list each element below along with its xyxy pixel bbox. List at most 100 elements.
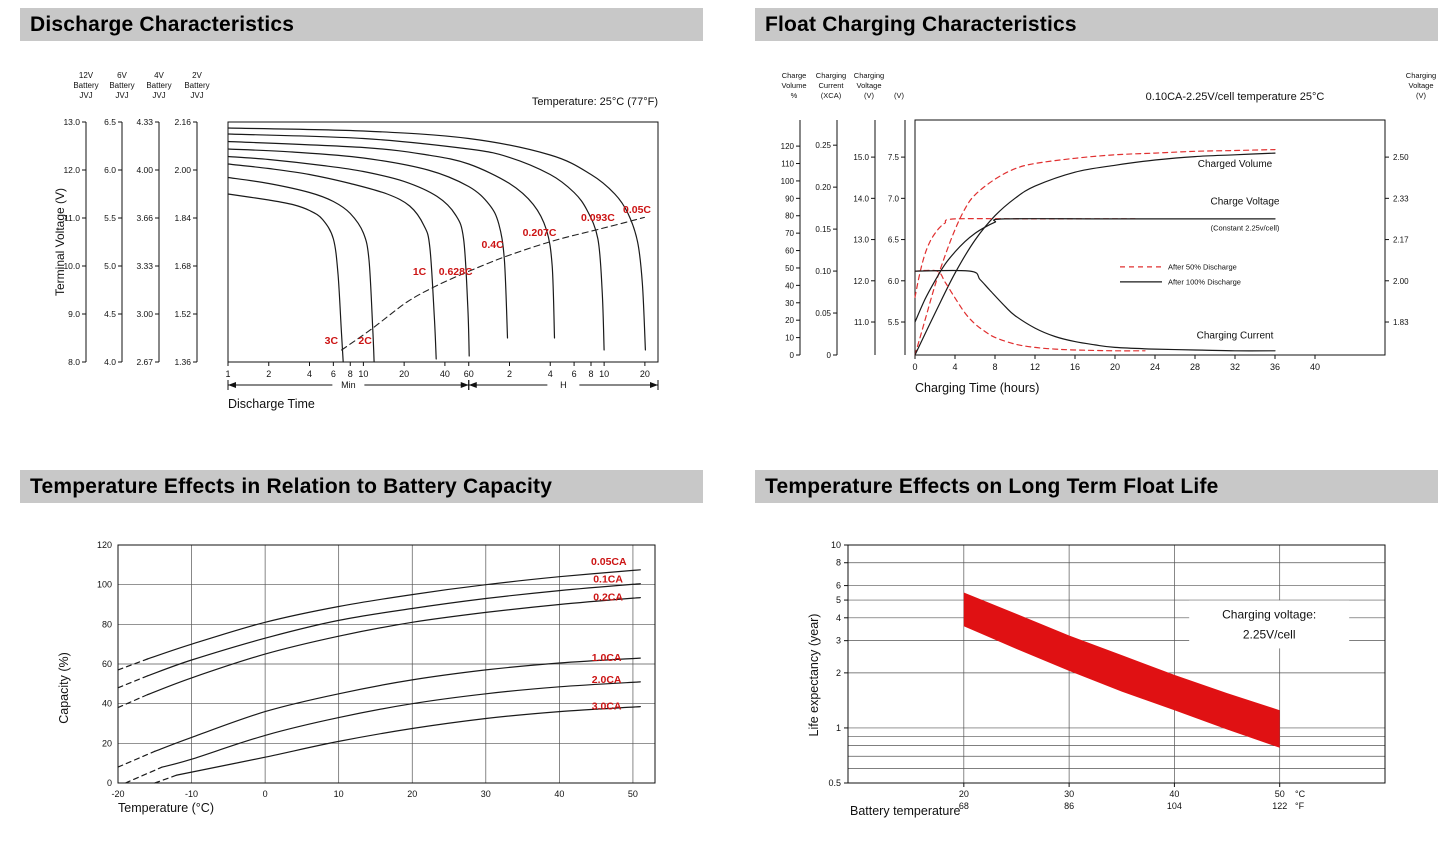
curve-label-0.2CA: 0.2CA	[593, 592, 623, 604]
axis-header: Charge	[782, 71, 807, 80]
axis-tick-label: 0.15	[815, 225, 831, 234]
axis-header: JVJ	[152, 91, 165, 100]
axis-header: Current	[818, 81, 844, 90]
x-tick-label-fahrenheit: 122	[1272, 801, 1287, 811]
unit-label-fahrenheit: °F	[1295, 801, 1305, 811]
y-tick-label: 1	[836, 723, 841, 733]
x-tick-label-fahrenheit: 68	[959, 801, 969, 811]
curve-label-3.0CA: 3.0CA	[592, 701, 622, 713]
axis-header: %	[791, 91, 798, 100]
axis-header: Charging	[816, 71, 846, 80]
series-3C	[227, 193, 344, 363]
axis-header: JVJ	[115, 91, 128, 100]
x-tick-label-fahrenheit: 86	[1064, 801, 1074, 811]
series-charged-volume-after-50	[914, 149, 1276, 356]
axis-tick-label: 1.83	[1393, 318, 1409, 327]
axis-tick-label: 60	[785, 247, 794, 256]
axis-tick-label: 20	[785, 316, 794, 325]
x-tick-label: 20	[1110, 362, 1120, 372]
x-tick-label: 20	[399, 369, 409, 379]
plot-label: Charged Volume	[1198, 159, 1273, 170]
series-2.0CA	[161, 681, 641, 768]
y-axis-title: Capacity (%)	[57, 652, 71, 724]
y-tick-label: 0	[107, 778, 112, 788]
series-0.2CA-dashed	[117, 694, 148, 709]
y-tick-label: 100	[97, 580, 112, 590]
axis-tick-label: 4.33	[136, 117, 153, 127]
axis-header: (XCA)	[821, 91, 842, 100]
axis-tick-label: 2.67	[136, 357, 153, 367]
x-tick-label: -10	[185, 789, 198, 799]
axis-tick-label: 10.0	[63, 261, 80, 271]
curve-label-2.0CA: 2.0CA	[592, 674, 622, 686]
x-tick-label: 30	[481, 789, 491, 799]
plot-border	[847, 544, 1386, 784]
x-tick-label: 36	[1270, 362, 1280, 372]
x-tick-label: 12	[1030, 362, 1040, 372]
series-2.0CA-dashed	[124, 766, 163, 784]
axis-tick-label: 6.5	[104, 117, 116, 127]
x-tick-label: 1	[225, 369, 230, 379]
axis-tick-label: 90	[785, 194, 794, 203]
axis-header: Voltage	[1408, 81, 1433, 90]
axis-header: (V)	[1416, 91, 1427, 100]
plot-label: Charge Voltage	[1211, 197, 1280, 208]
life-expectancy-band	[963, 592, 1280, 748]
axis-header: Battery	[184, 81, 209, 90]
curve-label-3C: 3C	[325, 335, 339, 347]
arrowhead-icon	[468, 382, 477, 388]
axis-tick-label: 6.5	[888, 236, 900, 245]
arrowhead-icon	[460, 382, 469, 388]
axis-tick-label: 12.0	[63, 165, 80, 175]
axis-tick-label: 9.0	[68, 309, 80, 319]
axis-header: JVJ	[190, 91, 203, 100]
series-0.1CA-dashed	[117, 675, 148, 689]
axis-tick-label: 0.20	[815, 183, 831, 192]
temperature-capacity-chart: -20 -10 0 10 20 30 40 50 0 20 40 60 80 100 120 Capacity…	[57, 540, 656, 815]
x-tick-label: 8	[992, 362, 997, 372]
span-label: Min	[341, 380, 356, 390]
x-tick-label: 20	[407, 789, 417, 799]
plot-border	[914, 119, 1386, 356]
x-tick-label: 24	[1150, 362, 1160, 372]
axis-header: (V)	[894, 91, 905, 100]
axis-tick-label: 30	[785, 299, 794, 308]
axis-tick-label: 4.5	[104, 309, 116, 319]
axis-tick-label: 14.0	[853, 194, 869, 203]
span-label: H	[560, 380, 567, 390]
x-tick-label: 10	[599, 369, 609, 379]
axis-tick-label: 40	[785, 281, 794, 290]
axis-tick-label: 1.68	[174, 261, 191, 271]
axis-tick-label: 10	[785, 334, 794, 343]
y-tick-label: 60	[102, 659, 112, 669]
x-tick-label: 10	[334, 789, 344, 799]
y-tick-label: 80	[102, 619, 112, 629]
x-tick-label: 10	[358, 369, 368, 379]
axis-tick-label: 50	[785, 264, 794, 273]
float-life-chart: Charging voltage:2.25V/cell1086543210.52…	[807, 540, 1386, 818]
x-tick-label: 60	[464, 369, 474, 379]
axis-header: 4V	[154, 71, 164, 80]
axis-tick-label: 13.0	[63, 117, 80, 127]
x-tick-label: 40	[440, 369, 450, 379]
annotation-line-2: 2.25V/cell	[1243, 627, 1296, 641]
span-label-bg	[332, 378, 365, 391]
x-tick-label: 6	[331, 369, 336, 379]
axis-header: 2V	[192, 71, 202, 80]
axis-tick-label: 1.52	[174, 309, 191, 319]
series-0.05CA-dashed	[117, 658, 148, 671]
axis-tick-label: 15.0	[853, 153, 869, 162]
unit-label-celsius: °C	[1295, 789, 1306, 799]
x-tick-label: -20	[111, 789, 124, 799]
series-charging-current-after-50	[914, 269, 1146, 352]
y-tick-label: 40	[102, 699, 112, 709]
axis-tick-label: 0.10	[815, 267, 831, 276]
x-tick-label: 4	[952, 362, 957, 372]
axis-tick-label: 1.36	[174, 357, 191, 367]
curve-label-2C: 2C	[358, 335, 372, 347]
panel-temperature-capacity: -20 -10 0 10 20 30 40 50 0 20 40 60 80 100 120 Capacity…	[20, 470, 710, 862]
axis-tick-label: 2.17	[1393, 236, 1409, 245]
axis-tick-label: 120	[781, 142, 795, 151]
axis-tick-label: 12.0	[853, 277, 869, 286]
axis-tick-label: 3.66	[136, 213, 153, 223]
